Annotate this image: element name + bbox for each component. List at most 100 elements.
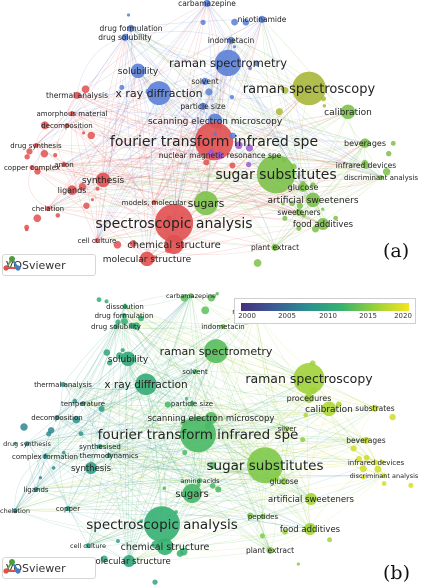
term-node[interactable] [203,0,211,7]
term-node[interactable] [317,218,329,231]
network-link [127,358,310,399]
term-node[interactable] [199,102,207,110]
network-link [26,442,101,451]
term-node[interactable] [362,436,370,444]
term-node-small [96,297,102,303]
term-node[interactable] [113,324,119,330]
term-node[interactable] [304,523,316,536]
term-node[interactable] [97,444,103,450]
term-node[interactable] [154,203,194,243]
term-node[interactable] [295,208,303,216]
term-node[interactable] [260,514,266,520]
term-node[interactable] [220,324,226,330]
term-node[interactable] [61,162,67,168]
term-node[interactable] [381,473,387,479]
term-node[interactable] [69,111,75,117]
term-node-small [361,159,368,166]
term-node[interactable] [64,123,70,129]
term-node[interactable] [24,441,30,447]
term-node[interactable] [67,185,77,195]
term-node[interactable] [247,447,283,484]
term-node[interactable] [292,71,326,106]
term-node[interactable] [12,508,18,514]
term-node[interactable] [371,404,379,412]
term-node[interactable] [227,36,235,44]
term-node[interactable] [106,453,112,459]
term-node[interactable] [214,49,242,77]
term-node[interactable] [156,538,174,556]
term-node[interactable] [340,104,356,120]
network-link [90,358,129,469]
term-node[interactable] [201,77,209,85]
term-node[interactable] [29,165,35,171]
term-label: food additives [280,525,341,535]
term-node[interactable] [144,506,180,543]
term-node-small [215,346,221,351]
term-node[interactable] [373,460,379,466]
network-link [256,515,271,551]
term-node[interactable] [123,555,135,568]
network-link [108,454,266,468]
term-node[interactable] [256,154,296,194]
network-link [47,175,277,209]
term-node[interactable] [204,339,228,364]
term-node[interactable] [73,91,81,99]
term-node[interactable] [266,546,274,554]
term-node[interactable] [280,477,288,485]
term-node[interactable] [65,506,71,512]
term-node[interactable] [45,206,51,212]
network-link [158,93,382,178]
term-node[interactable] [284,426,290,432]
network-link [254,310,311,530]
term-label: discriminant analysis [344,174,418,182]
term-node[interactable] [54,415,60,421]
term-node[interactable] [192,369,198,375]
term-label: complex formation [12,453,78,461]
term-node[interactable] [122,304,128,310]
term-node[interactable] [135,373,157,396]
term-node[interactable] [304,393,314,403]
term-node[interactable] [151,200,157,206]
term-node[interactable] [194,191,218,216]
term-node[interactable] [188,293,194,299]
term-node-small [198,140,206,148]
network-link [219,154,367,166]
term-node[interactable] [95,172,111,188]
network-link [26,425,288,444]
term-node[interactable] [378,175,384,181]
network-link [71,173,382,191]
term-node[interactable] [33,143,39,149]
term-node[interactable] [80,401,86,407]
term-node-small [209,482,216,489]
network-link [35,488,193,503]
term-node[interactable] [321,401,337,417]
network-link [124,36,148,260]
term-node[interactable] [33,487,39,493]
term-node[interactable] [139,251,155,267]
term-node[interactable] [216,151,224,159]
term-node[interactable] [293,363,325,395]
term-node[interactable] [271,243,279,251]
term-node[interactable] [258,15,266,23]
term-node[interactable] [197,478,203,484]
term-node[interactable] [305,493,317,506]
term-node[interactable] [305,192,321,208]
term-node[interactable] [194,121,234,161]
term-node[interactable] [189,401,195,407]
term-node[interactable] [147,81,171,106]
term-node[interactable] [85,543,91,549]
term-node[interactable] [120,351,136,367]
network-link [82,402,264,517]
term-node[interactable] [94,238,100,244]
term-node[interactable] [60,382,66,388]
term-node[interactable] [130,63,146,79]
term-node[interactable] [360,138,370,148]
term-node[interactable] [42,454,48,460]
term-node[interactable] [127,24,135,32]
network-link [63,163,148,260]
term-node[interactable] [121,33,129,41]
term-node[interactable] [182,483,202,504]
term-node[interactable] [121,313,127,319]
term-node[interactable] [298,182,308,192]
term-node[interactable] [85,462,97,475]
